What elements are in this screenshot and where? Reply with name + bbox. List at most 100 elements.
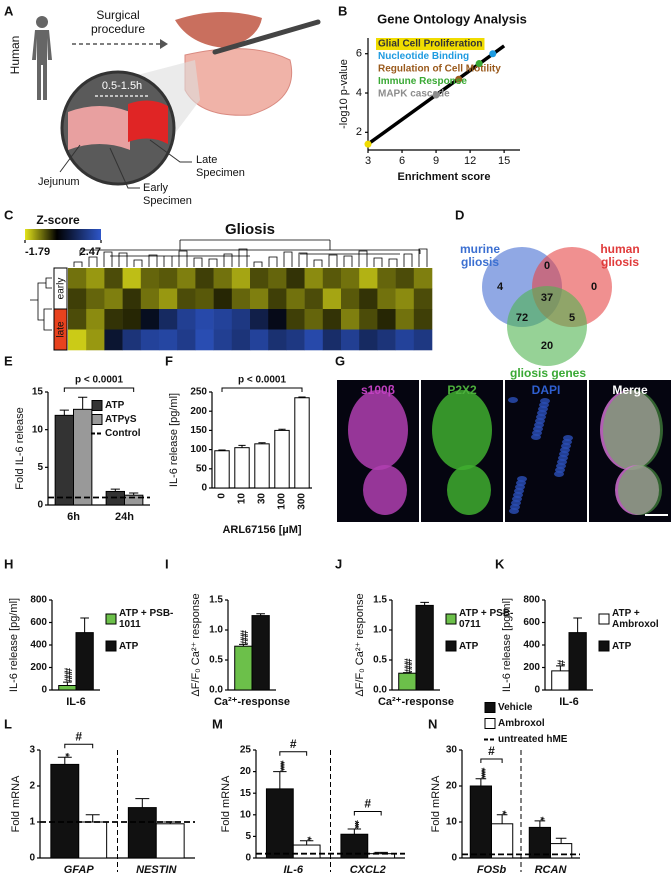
x-tick-label: 6 <box>399 155 405 167</box>
bar <box>75 632 94 691</box>
human-body <box>32 30 52 100</box>
comparison-bracket <box>279 751 308 756</box>
error-bar <box>298 396 306 398</box>
y-tick-label: 20 <box>446 781 458 792</box>
heatmap-cell <box>177 288 196 310</box>
bar <box>54 414 74 506</box>
heatmap-cell <box>86 288 105 310</box>
venn-count: 0 <box>544 260 550 272</box>
heatmap-cell <box>395 288 415 310</box>
y-axis-label: ΔF/F₀ Ca²⁺ response <box>354 593 366 696</box>
bar <box>78 821 108 859</box>
y-tick-label: 0 <box>41 685 47 696</box>
y-tick-label: 5 <box>37 462 43 473</box>
bar <box>294 397 310 489</box>
side-dendrogram <box>30 277 52 331</box>
venn-set-label: murine <box>460 242 500 256</box>
heatmap-cell <box>231 329 251 351</box>
bar <box>551 670 570 691</box>
x-tick-label: IL-6 <box>283 864 303 876</box>
heatmap-cell <box>195 309 214 330</box>
heatmap-cell <box>68 329 87 351</box>
point <box>364 140 372 148</box>
legend-swatch <box>445 613 457 625</box>
bar <box>234 645 253 691</box>
intestine <box>184 48 293 116</box>
legend-swatch <box>105 613 117 625</box>
venn-set <box>507 286 587 366</box>
heatmap-cell <box>359 288 378 310</box>
error-bar <box>534 820 546 828</box>
bar <box>214 450 230 489</box>
tissue-pointer <box>59 144 81 173</box>
row-group-box <box>53 308 68 351</box>
significance-label: ### <box>401 658 413 672</box>
venn-count: 4 <box>497 281 504 293</box>
arrow-head <box>160 39 168 49</box>
heatmap-cell <box>322 329 342 351</box>
comparison-bracket <box>480 758 503 763</box>
y-tick-label: 100 <box>190 444 207 455</box>
y-tick-label: 30 <box>446 745 458 756</box>
x-tick-label: 10 <box>237 493 248 505</box>
panel-label: A <box>4 3 14 18</box>
y-tick-label: 800 <box>30 595 47 606</box>
liver <box>175 11 262 48</box>
heatmap-cell <box>341 329 360 351</box>
legend-label: Nucleotide Binding <box>378 51 469 62</box>
heatmap-cell <box>322 288 342 310</box>
heatmap-cell <box>395 329 415 351</box>
panel-label: M <box>212 716 223 731</box>
heatmap-cell <box>122 288 142 310</box>
error-bar <box>347 828 362 835</box>
comparison-label: # <box>75 729 82 743</box>
y-tick-label: 10 <box>240 809 252 820</box>
nucleus <box>508 397 518 403</box>
y-tick-label: 0 <box>37 500 43 511</box>
bar <box>73 408 93 506</box>
y-axis-label: Fold mRNA <box>430 775 442 833</box>
heatmap-cell <box>250 268 269 289</box>
x-tick-label: CXCL2 <box>350 864 386 876</box>
y-tick-label: 6 <box>356 48 362 60</box>
venn-set-label: gliosis <box>461 255 499 269</box>
y-tick-label: 1.0 <box>373 625 387 636</box>
y-tick-label: 600 <box>30 617 47 628</box>
bar <box>265 788 294 859</box>
heatmap-cell <box>359 329 378 351</box>
heatmap-cell <box>304 329 324 351</box>
heatmap-cell <box>286 329 305 351</box>
heatmap-cell <box>104 329 123 351</box>
y-tick-label: 1.0 <box>209 625 223 636</box>
y-tick-label: 10 <box>32 424 44 435</box>
heatmap-cell <box>68 288 87 310</box>
heatmap-title: Gliosis <box>225 221 275 238</box>
x-tick-label: 6h <box>67 511 80 523</box>
x-tick-label: FOSb <box>477 864 507 876</box>
panel-label: H <box>4 556 13 571</box>
legend-swatch <box>598 613 610 625</box>
error-bar <box>496 814 508 824</box>
heatmap-cell <box>140 268 160 289</box>
legend-label-box: ATP + PSB-1011 <box>119 608 173 630</box>
heatmap-cell <box>122 329 142 351</box>
y-tick-label: 0 <box>201 483 207 494</box>
y-tick-label: 2 <box>356 126 362 138</box>
bar <box>367 853 396 859</box>
heatmap-cell <box>359 268 378 289</box>
cell-stain <box>618 465 662 515</box>
legend-label: ATP + Ambroxol <box>612 608 659 630</box>
heatmap-cell <box>104 288 123 310</box>
error-bar <box>299 840 314 846</box>
bar <box>528 826 552 859</box>
bar <box>251 615 270 691</box>
error-bar <box>135 798 150 808</box>
early-pointer <box>109 147 140 189</box>
venn-count: 37 <box>541 292 553 304</box>
heatmap-cell <box>286 268 305 289</box>
bar <box>155 823 185 859</box>
late-pointer <box>149 139 192 163</box>
heatmap-cell <box>86 309 105 330</box>
heatmap-cell <box>195 288 214 310</box>
